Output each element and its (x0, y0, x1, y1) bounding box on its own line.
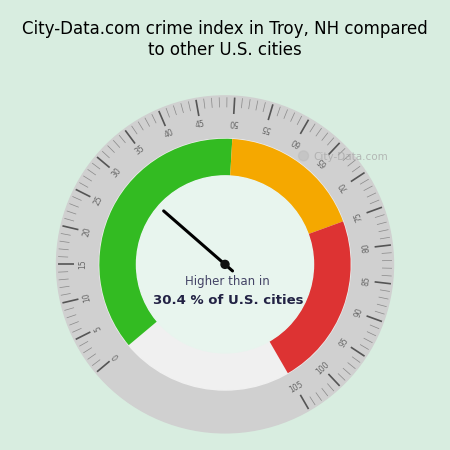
Text: 5: 5 (93, 324, 103, 333)
Circle shape (99, 139, 351, 390)
Circle shape (136, 176, 314, 353)
Wedge shape (230, 139, 343, 234)
Circle shape (221, 261, 229, 268)
Text: 30.4 % of U.S. cities: 30.4 % of U.S. cities (153, 293, 303, 306)
Text: 95: 95 (337, 336, 350, 349)
Text: 60: 60 (289, 135, 302, 148)
Text: 20: 20 (81, 226, 92, 237)
Text: 70: 70 (337, 180, 350, 193)
Text: 85: 85 (361, 275, 371, 286)
Text: 35: 35 (134, 144, 147, 157)
Circle shape (298, 151, 309, 161)
Text: 55: 55 (260, 122, 272, 134)
Text: City-Data.com: City-Data.com (314, 152, 388, 162)
Wedge shape (99, 139, 232, 345)
Text: 100: 100 (314, 360, 331, 376)
Text: 45: 45 (195, 119, 206, 130)
Text: 105: 105 (288, 380, 305, 395)
Circle shape (57, 96, 393, 433)
Text: 75: 75 (353, 210, 364, 222)
Wedge shape (269, 221, 351, 373)
Text: 80: 80 (361, 243, 371, 253)
Text: City-Data.com crime index in Troy, NH compared
to other U.S. cities: City-Data.com crime index in Troy, NH co… (22, 20, 428, 59)
Text: 50: 50 (228, 118, 238, 127)
Text: 40: 40 (162, 128, 175, 140)
Text: 10: 10 (81, 292, 92, 303)
Text: 90: 90 (353, 307, 364, 319)
Text: 65: 65 (316, 154, 329, 168)
Text: Higher than in: Higher than in (185, 275, 270, 288)
Text: 15: 15 (78, 260, 87, 269)
Text: 30: 30 (110, 166, 123, 180)
Text: 0: 0 (111, 351, 121, 360)
Text: 25: 25 (92, 194, 104, 207)
